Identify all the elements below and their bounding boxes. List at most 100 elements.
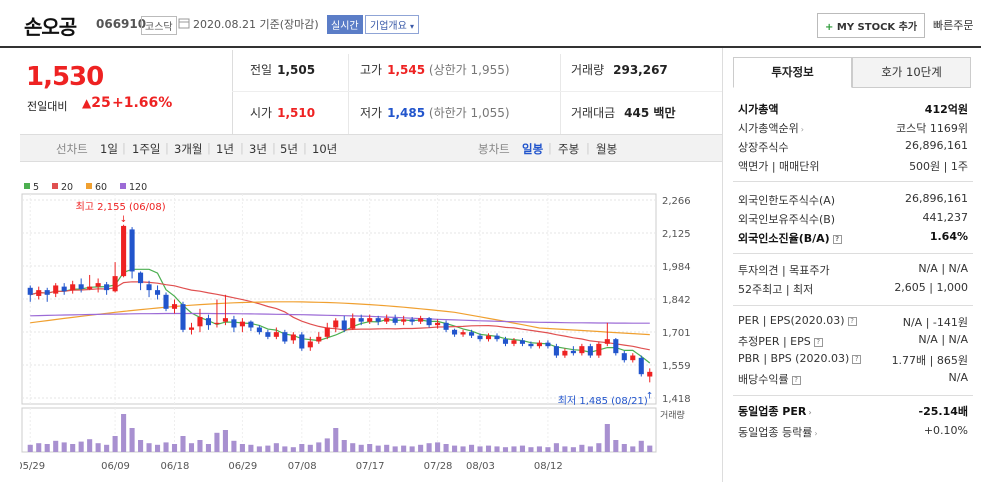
x-tick-label: 08/03 [466, 461, 495, 472]
calendar-icon [178, 18, 190, 29]
stat-prev: 전일 1,505 [250, 61, 315, 78]
volume-bar [180, 436, 186, 452]
tab-orderbook[interactable]: 호가 10단계 [852, 57, 971, 88]
pbr-label: PBR | BPS (2020.03) [738, 352, 850, 365]
candle-body [171, 304, 178, 309]
volume-bar [553, 443, 559, 452]
price-chart[interactable]: 2,266 2,125 1,984 1,842 1,701 1,559 1,418 05/29… [20, 180, 720, 480]
value: 1.64% [929, 230, 968, 243]
period-3m[interactable]: 3개월 [174, 142, 203, 156]
volume-bar [409, 446, 415, 452]
label: 시가총액 [738, 103, 779, 116]
candle-body [282, 332, 288, 342]
help-icon[interactable]: ? [813, 337, 823, 347]
divider [348, 54, 349, 138]
volume-bar [511, 446, 517, 452]
tab-investment-info[interactable]: 투자정보 [733, 57, 852, 88]
candle-body [613, 339, 619, 354]
period-1y[interactable]: 1년 [216, 142, 234, 156]
candle-body [418, 318, 424, 322]
candle-body [239, 321, 245, 327]
volume-bar [418, 444, 424, 452]
candle-weekly[interactable]: 주봉 [558, 142, 580, 156]
candle-daily[interactable]: 일봉 [522, 142, 544, 156]
row-opinion: 투자의견 | 목표주가 N/A | N/A [738, 262, 968, 280]
candle-monthly[interactable]: 월봉 [596, 142, 618, 156]
candle-body [87, 286, 93, 289]
volume-bar [53, 440, 59, 452]
separator: | [207, 141, 211, 155]
period-10y[interactable]: 10년 [312, 142, 338, 156]
volume-bar [324, 438, 330, 452]
candle-body [333, 320, 339, 328]
help-icon[interactable]: ? [791, 375, 801, 385]
est-per-label: 추정PER | EPS [738, 335, 811, 348]
volume-bar [579, 444, 585, 452]
volume-bar [570, 447, 576, 452]
value: 500원 | 1주 [909, 160, 968, 173]
candle-body [180, 304, 186, 330]
candle-chart-label: 봉차트 [478, 142, 510, 156]
volume-bar [375, 445, 381, 452]
candle-body [95, 283, 101, 287]
stat-low-value: 1,485 [387, 106, 426, 120]
candle-body [452, 329, 458, 335]
stat-high: 고가 1,545 (상한가 1,955) [360, 61, 510, 78]
chevron-right-icon: › [800, 125, 804, 134]
volume-bar [392, 446, 398, 452]
quick-order-button[interactable]: 빠른주문 [933, 19, 974, 32]
volume-bar [290, 447, 296, 452]
candle-body [222, 318, 228, 322]
volume-bar [443, 444, 449, 452]
stat-amount: 거래대금 445 백만 [571, 104, 675, 121]
period-1d[interactable]: 1일 [100, 142, 118, 156]
volume-bar [435, 442, 441, 452]
realtime-button[interactable]: 실시간 [327, 15, 363, 34]
separator: | [272, 141, 276, 155]
candle-body [205, 318, 212, 326]
company-info-dropdown[interactable]: 기업개요 ▾ [365, 15, 420, 34]
y-tick-label: 1,559 [662, 361, 691, 372]
x-tick-label: 07/17 [356, 461, 385, 472]
volume-bar [95, 443, 101, 452]
candle-body [409, 319, 415, 322]
candle-body [104, 284, 110, 291]
help-icon[interactable]: ? [832, 234, 842, 244]
up-arrow-icon: ↑ [646, 391, 654, 401]
candle-body [502, 339, 509, 344]
add-mystock-button[interactable]: + MY STOCK 추가 [817, 13, 926, 38]
volume-bar [460, 446, 466, 452]
label: 52주최고 | 최저 [738, 283, 814, 296]
candle-body [562, 350, 568, 356]
help-icon[interactable]: ? [847, 316, 857, 326]
volume-bar [519, 445, 526, 452]
volume-bar [44, 444, 50, 452]
period-5y[interactable]: 5년 [280, 142, 298, 156]
market-cap-rank-label: 시가총액순위 [738, 122, 799, 135]
legend-label: 60 [95, 182, 107, 193]
volume-bar [647, 445, 653, 452]
volume-bar [630, 446, 636, 452]
volume-bar [307, 444, 313, 452]
divider [560, 54, 561, 138]
candle-body [265, 332, 271, 337]
company-info-label: 기업개요 [370, 21, 407, 32]
candle-body [358, 318, 364, 322]
label: 상장주식수 [738, 141, 789, 154]
volume-bar [341, 440, 347, 452]
legend-label: 5 [33, 182, 39, 193]
divider [733, 181, 973, 182]
candle-body [587, 346, 593, 356]
volume-bar [562, 446, 568, 452]
period-3y[interactable]: 3년 [249, 142, 267, 156]
row-industry-per: 동일업종 PER › -25.14배 [738, 403, 968, 421]
help-icon[interactable]: ? [852, 354, 862, 364]
candle-body [647, 371, 653, 377]
volume-bar [528, 447, 534, 452]
candle-body [44, 290, 50, 295]
volume-bar [265, 445, 271, 452]
period-1w[interactable]: 1주일 [132, 142, 161, 156]
candle-body [138, 272, 144, 284]
stat-prev-value: 1,505 [277, 63, 316, 77]
volume-bar [138, 440, 144, 452]
